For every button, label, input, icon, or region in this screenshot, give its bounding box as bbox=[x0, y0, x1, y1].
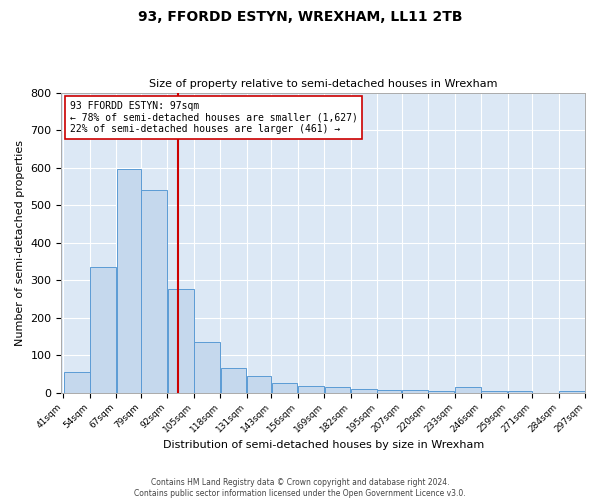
Text: Contains HM Land Registry data © Crown copyright and database right 2024.
Contai: Contains HM Land Registry data © Crown c… bbox=[134, 478, 466, 498]
Y-axis label: Number of semi-detached properties: Number of semi-detached properties bbox=[15, 140, 25, 346]
Bar bbox=[64, 372, 89, 392]
Bar bbox=[272, 382, 298, 392]
Bar bbox=[247, 376, 271, 392]
Text: 93, FFORDD ESTYN, WREXHAM, LL11 2TB: 93, FFORDD ESTYN, WREXHAM, LL11 2TB bbox=[138, 10, 462, 24]
Bar bbox=[351, 389, 377, 392]
Bar bbox=[428, 391, 454, 392]
Bar bbox=[455, 387, 481, 392]
Bar bbox=[90, 267, 116, 392]
Text: 93 FFORDD ESTYN: 97sqm
← 78% of semi-detached houses are smaller (1,627)
22% of : 93 FFORDD ESTYN: 97sqm ← 78% of semi-det… bbox=[70, 101, 358, 134]
X-axis label: Distribution of semi-detached houses by size in Wrexham: Distribution of semi-detached houses by … bbox=[163, 440, 484, 450]
Bar bbox=[221, 368, 247, 392]
Bar bbox=[377, 390, 401, 392]
Bar bbox=[117, 170, 140, 392]
Bar bbox=[481, 391, 507, 392]
Bar bbox=[559, 391, 584, 392]
Bar bbox=[508, 391, 532, 392]
Title: Size of property relative to semi-detached houses in Wrexham: Size of property relative to semi-detach… bbox=[149, 79, 497, 89]
Bar bbox=[298, 386, 324, 392]
Bar bbox=[141, 190, 167, 392]
Bar bbox=[194, 342, 220, 392]
Bar bbox=[325, 387, 350, 392]
Bar bbox=[167, 290, 194, 393]
Bar bbox=[402, 390, 428, 392]
